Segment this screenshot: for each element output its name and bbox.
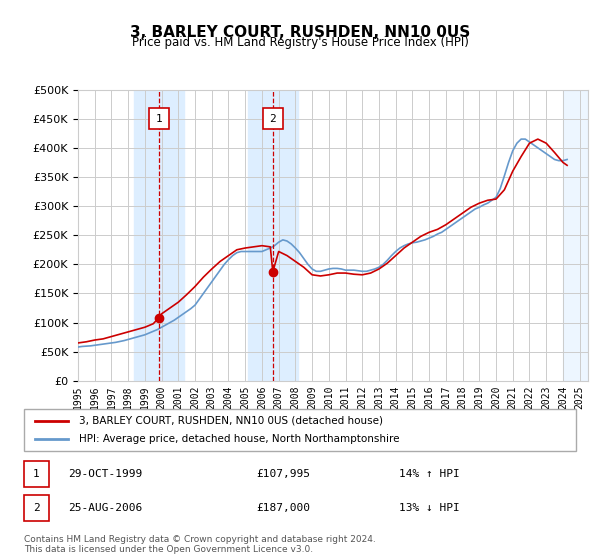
Text: 2: 2 (269, 114, 276, 124)
FancyBboxPatch shape (263, 108, 283, 129)
Bar (248, 90, 298, 381)
Text: £107,995: £107,995 (256, 469, 310, 479)
Bar (563, 90, 588, 381)
Text: 2: 2 (33, 503, 40, 513)
FancyBboxPatch shape (24, 461, 49, 487)
Text: 1: 1 (33, 469, 40, 479)
Bar (134, 90, 184, 381)
FancyBboxPatch shape (24, 409, 576, 451)
FancyBboxPatch shape (24, 495, 49, 521)
Text: 25-AUG-2006: 25-AUG-2006 (68, 503, 142, 513)
Text: Price paid vs. HM Land Registry's House Price Index (HPI): Price paid vs. HM Land Registry's House … (131, 36, 469, 49)
Text: 3, BARLEY COURT, RUSHDEN, NN10 0US (detached house): 3, BARLEY COURT, RUSHDEN, NN10 0US (deta… (79, 416, 383, 426)
Text: 14% ↑ HPI: 14% ↑ HPI (400, 469, 460, 479)
Text: £187,000: £187,000 (256, 503, 310, 513)
Text: HPI: Average price, detached house, North Northamptonshire: HPI: Average price, detached house, Nort… (79, 434, 400, 444)
Text: 3, BARLEY COURT, RUSHDEN, NN10 0US: 3, BARLEY COURT, RUSHDEN, NN10 0US (130, 25, 470, 40)
Text: 29-OCT-1999: 29-OCT-1999 (68, 469, 142, 479)
FancyBboxPatch shape (149, 108, 169, 129)
Text: 1: 1 (155, 114, 162, 124)
Text: Contains HM Land Registry data © Crown copyright and database right 2024.
This d: Contains HM Land Registry data © Crown c… (24, 535, 376, 554)
Text: 13% ↓ HPI: 13% ↓ HPI (400, 503, 460, 513)
